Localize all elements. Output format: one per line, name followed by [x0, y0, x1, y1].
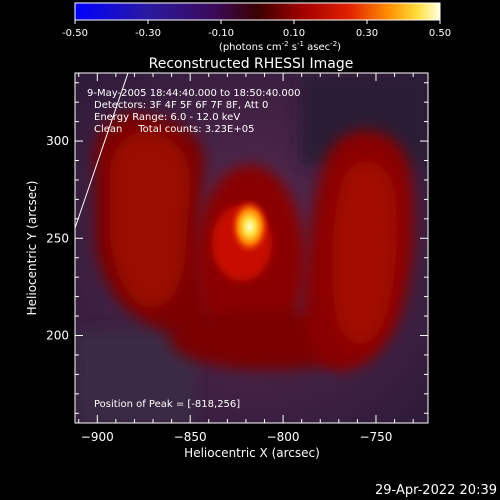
annotation-energy-range: Energy Range: 6.0 - 12.0 keV: [94, 112, 240, 123]
colorbar-gradient: [74, 2, 441, 21]
x-tick-label: −800: [267, 430, 300, 444]
x-axis-title: Heliocentric X (arcsec): [184, 446, 320, 460]
y-tick-label: 300: [46, 134, 69, 148]
annotation-time-range: 9-May-2005 18:44:40.000 to 18:50:40.000: [87, 88, 300, 99]
colorbar: -0.50 -0.30 -0.10 0.10 0.30 0.50 (photons cm-…: [62, 2, 451, 53]
left-lobe-core: [109, 132, 191, 308]
x-tick-label: −850: [174, 430, 207, 444]
colorbar-unit-label: (photons cm-2 s-1 asec-2): [219, 40, 341, 53]
colorbar-tick-label: 0.10: [283, 28, 305, 39]
colorbar-ticks: -0.50 -0.30 -0.10 0.10 0.30 0.50: [62, 20, 451, 39]
colorbar-tick-label: -0.10: [208, 28, 234, 39]
colorbar-tick-label: 0.30: [356, 28, 378, 39]
colorbar-tick-label: -0.30: [135, 28, 161, 39]
x-tick-label: −750: [359, 430, 392, 444]
observation-annotations: 9-May-2005 18:44:40.000 to 18:50:40.000 …: [87, 88, 300, 410]
peak-position-label: Position of Peak = [-818,256]: [94, 399, 240, 410]
annotation-clean-counts: Clean Total counts: 3.23E+05: [94, 124, 254, 135]
annotation-detectors: Detectors: 3F 4F 5F 6F 7F 8F, Att 0: [94, 100, 268, 111]
y-axis: 200 250 300: [46, 82, 428, 414]
colorbar-tick-label: -0.50: [62, 28, 88, 39]
y-tick-label: 200: [46, 329, 69, 343]
colorbar-tick-label: 0.50: [429, 28, 451, 39]
solar-limb-line: [75, 73, 129, 229]
rhessi-image: [75, 73, 428, 423]
chart-title: Reconstructed RHESSI Image: [149, 56, 354, 72]
plot-frame: [74, 72, 429, 424]
right-lobe-core: [332, 161, 397, 344]
footer-timestamp: 29-Apr-2022 20:39: [375, 483, 497, 498]
peak-source: [229, 198, 270, 255]
y-tick-label: 250: [46, 231, 69, 245]
x-axis: −900 −850 −800 −750: [78, 73, 414, 444]
y-axis-title: Heliocentric Y (arcsec): [25, 181, 39, 316]
x-tick-label: −900: [81, 430, 114, 444]
